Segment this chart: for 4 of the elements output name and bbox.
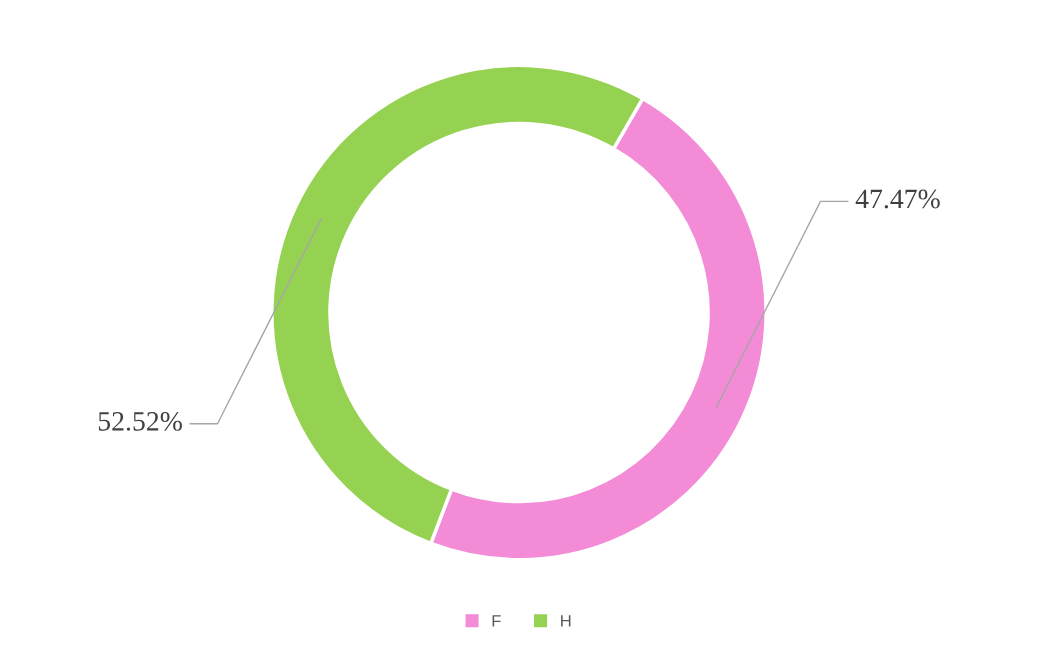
legend-label: H [561, 615, 571, 627]
data-label: 52.52% [98, 411, 182, 431]
legend-label: F [492, 615, 501, 627]
data-label: 47.47% [855, 189, 940, 209]
